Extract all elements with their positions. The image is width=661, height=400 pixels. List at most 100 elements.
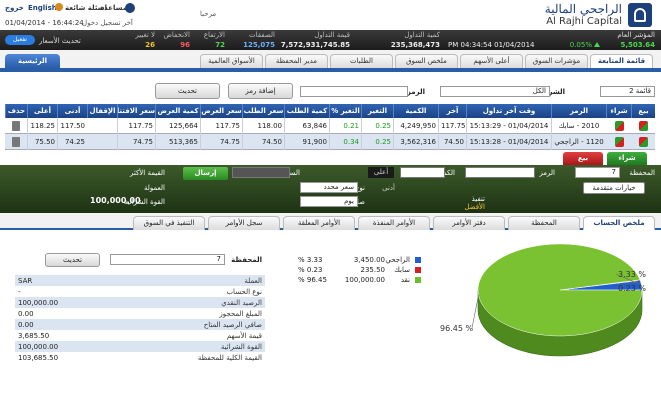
table-row[interactable] (5, 118, 655, 134)
validity-select[interactable]: يوم (300, 196, 358, 207)
sell-icon[interactable] (639, 121, 648, 131)
logout-link[interactable]: خروج (5, 4, 24, 12)
account-row (15, 330, 265, 341)
legend-percent: % 0.23 (298, 266, 323, 274)
bottom-tab[interactable]: المحفظة (508, 216, 580, 230)
order-price-input[interactable] (232, 167, 290, 178)
buy-icon[interactable] (615, 121, 624, 131)
tab[interactable]: ملخص السوق (395, 54, 458, 68)
sell-button[interactable]: بيع (563, 152, 603, 165)
buy-button[interactable]: شراء (607, 152, 647, 165)
order-portfolio-select[interactable]: 7 (575, 167, 620, 178)
table-cell: 01/04/2014 - 15:13:28 (466, 134, 551, 150)
account-label: العملة (244, 277, 262, 285)
account-portfolio-label: المحفظة (231, 256, 262, 264)
account-label: القوة الشرائية (220, 343, 262, 351)
table-cell: 118.25 (27, 118, 57, 134)
account-row (15, 275, 265, 286)
help-icon (125, 3, 135, 13)
account-label: قيمة الأسهم (226, 332, 262, 340)
table-cell: 74.50 (438, 134, 466, 150)
bottom-tab[interactable]: دفتر الأوامر (433, 216, 505, 230)
ticker-bar (0, 30, 661, 50)
refresh-toggle[interactable]: تفعيل (5, 35, 35, 45)
tab[interactable]: الأسواق العالمية (200, 54, 263, 68)
tab[interactable]: مؤشرات السوق (525, 54, 588, 68)
account-row (15, 297, 265, 308)
column-header: الكمية (393, 104, 438, 118)
index-arrow (594, 42, 600, 47)
account-row (15, 352, 265, 363)
table-cell: 4,249,950 (393, 118, 438, 134)
execute-label: تنفيذ (471, 195, 485, 203)
faq-icon (55, 3, 63, 11)
account-value: 100,000.00 (18, 299, 59, 307)
ticker-value: 7,572,931,745.85 (280, 41, 350, 49)
refresh-button[interactable]: تحديث (155, 83, 220, 99)
legend-amount: 3,450.00 (353, 256, 385, 264)
buy-icon[interactable] (615, 137, 624, 147)
table-cell: 118.00 (242, 118, 284, 134)
bottom-tab[interactable]: التنفيذ في السوق (133, 216, 205, 230)
bottom-tab-active[interactable]: ملخص الحساب (583, 216, 655, 230)
table-row[interactable] (5, 134, 655, 150)
order-symbol-label: الرمز (539, 169, 555, 177)
refresh-label: تحديث الأسعار (39, 37, 81, 45)
symbol-input[interactable] (300, 86, 408, 97)
column-header: التغير (361, 104, 393, 118)
list-select[interactable]: قائمة 2 (600, 86, 655, 97)
bottom-tab[interactable]: الأوامر المنفذة (358, 216, 430, 230)
sell-icon[interactable] (639, 137, 648, 147)
table-cell: 1120 - الراجحي (551, 134, 606, 150)
bottom-tab[interactable]: سجل الأوامر (208, 216, 280, 230)
account-row (15, 286, 265, 297)
ticker-value: 72 (215, 41, 225, 49)
home-tab[interactable]: الرئيسية (5, 54, 60, 68)
help-link[interactable]: مساعدة (100, 4, 128, 12)
account-portfolio-select[interactable]: 7 (110, 254, 225, 265)
legend-swatch (415, 267, 421, 273)
ticker-label: الانخفاض (163, 31, 190, 39)
welcome-text: مرحبا (200, 10, 217, 18)
order-quantity-input[interactable] (400, 167, 445, 178)
logo-english: Al Rajhi Capital (546, 16, 622, 27)
delete-icon[interactable] (12, 137, 20, 147)
advanced-button[interactable]: خيارات متقدمة (583, 182, 645, 194)
index-label: المؤشر العام (617, 31, 655, 39)
table-cell: 01/04/2014 - 15:13:29 (466, 118, 551, 134)
bottom-tab[interactable]: الأوامر المعلقة (283, 216, 355, 230)
pie-slice (477, 243, 643, 337)
ticker-value: 96 (180, 41, 190, 49)
legend-name: نقد (400, 276, 410, 284)
column-header: وقت آخر تداول (466, 104, 551, 118)
order-type-select[interactable]: سعر محدد (300, 182, 358, 193)
table-cell: 117.75 (200, 118, 242, 134)
order-symbol-input[interactable] (465, 167, 535, 178)
language-link[interactable]: English (28, 4, 57, 12)
table-cell: 513,365 (155, 134, 200, 150)
send-button[interactable]: إرسال (183, 167, 228, 180)
table-cell: 117.75 (117, 118, 155, 134)
account-value: 3,685.50 (18, 332, 50, 340)
tab[interactable]: أعلى الأسهم (460, 54, 523, 68)
table-cell: 63,846 (284, 118, 329, 134)
faq-link[interactable]: اسئلة شائعة (65, 4, 108, 12)
tab[interactable]: الطلبات (330, 54, 393, 68)
account-row (15, 319, 265, 330)
table-cell: 91,900 (284, 134, 329, 150)
column-header: آخر (438, 104, 466, 118)
tab-active[interactable]: قائمة المتابعة (590, 54, 653, 68)
account-refresh-button[interactable]: تحديث (45, 253, 100, 267)
delete-icon[interactable] (12, 121, 20, 131)
table-cell: 0.21 (329, 118, 361, 134)
add-symbol-button[interactable]: إضافة رمز (228, 83, 293, 99)
table-cell: 117.50 (57, 118, 87, 134)
column-header: سعر العرض (200, 104, 242, 118)
table-cell: 74.25 (57, 134, 87, 150)
column-header: بيع (631, 104, 655, 118)
companies-select[interactable]: الكل (440, 86, 550, 97)
tab[interactable]: مدير المحفظة (265, 54, 328, 68)
pie-label: 0.23 % (618, 284, 646, 293)
